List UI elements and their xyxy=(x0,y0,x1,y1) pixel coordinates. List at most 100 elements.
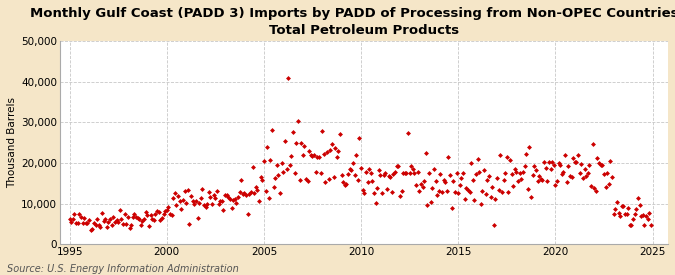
Point xyxy=(270,176,281,181)
Point xyxy=(260,189,271,193)
Point xyxy=(103,220,114,224)
Point xyxy=(72,220,83,225)
Point xyxy=(140,210,151,214)
Point xyxy=(231,200,242,205)
Point xyxy=(364,167,375,171)
Point xyxy=(620,212,630,216)
Point xyxy=(294,178,305,182)
Point xyxy=(171,203,182,207)
Point xyxy=(600,185,611,189)
Point xyxy=(209,193,219,197)
Point xyxy=(386,190,397,194)
Point xyxy=(467,177,478,182)
Point xyxy=(335,131,346,136)
Point xyxy=(474,170,485,175)
Point xyxy=(166,213,177,217)
Point xyxy=(615,214,626,218)
Point xyxy=(487,184,497,189)
Point xyxy=(173,194,184,198)
Point xyxy=(298,152,308,157)
Point xyxy=(542,179,553,183)
Point xyxy=(348,161,358,165)
Point xyxy=(485,195,496,199)
Point xyxy=(292,119,303,123)
Point xyxy=(126,222,136,227)
Point xyxy=(503,190,514,194)
Point xyxy=(464,190,475,194)
Point xyxy=(381,186,392,191)
Point xyxy=(100,217,111,222)
Point xyxy=(572,153,583,157)
Point xyxy=(613,211,624,215)
Point xyxy=(79,216,90,221)
Point xyxy=(435,172,446,177)
Point xyxy=(174,199,185,203)
Point xyxy=(610,207,621,211)
Point xyxy=(236,178,246,182)
Point xyxy=(203,190,214,195)
Point xyxy=(589,186,599,191)
Point xyxy=(114,208,125,212)
Point xyxy=(373,168,384,172)
Point xyxy=(352,177,363,182)
Point xyxy=(215,199,225,203)
Point xyxy=(587,142,598,146)
Point xyxy=(477,189,488,193)
Point xyxy=(416,182,427,186)
Point xyxy=(433,189,444,193)
Point xyxy=(132,216,143,220)
Point xyxy=(223,195,234,199)
Point xyxy=(446,206,457,210)
Point xyxy=(531,167,541,172)
Point xyxy=(98,219,109,223)
Point xyxy=(74,211,85,216)
Point xyxy=(265,158,276,163)
Point xyxy=(406,164,416,169)
Point xyxy=(548,163,559,167)
Point xyxy=(291,141,302,146)
Point xyxy=(111,218,122,222)
Point xyxy=(470,171,481,176)
Point xyxy=(443,155,454,159)
Point xyxy=(325,148,335,152)
Point xyxy=(458,171,468,176)
Point xyxy=(64,217,75,222)
Point xyxy=(481,192,491,196)
Point xyxy=(456,175,467,180)
Point xyxy=(502,155,512,159)
Point xyxy=(583,170,593,175)
Point xyxy=(378,173,389,178)
Point xyxy=(247,164,258,169)
Point xyxy=(279,139,290,143)
Point xyxy=(518,170,529,175)
Point xyxy=(580,174,591,178)
Point xyxy=(82,221,93,225)
Point xyxy=(109,220,120,224)
Point xyxy=(556,171,567,176)
Point xyxy=(195,196,206,200)
Point xyxy=(514,171,525,175)
Point xyxy=(400,171,410,175)
Point xyxy=(356,166,367,170)
Point xyxy=(314,154,325,159)
Point xyxy=(169,191,180,196)
Point xyxy=(66,220,77,225)
Point xyxy=(388,172,399,176)
Point xyxy=(312,155,323,160)
Point xyxy=(71,221,82,225)
Point xyxy=(508,184,518,188)
Point xyxy=(529,164,540,168)
Point xyxy=(207,202,217,206)
Point xyxy=(92,216,103,221)
Point xyxy=(87,227,98,231)
Point xyxy=(394,194,405,198)
Point xyxy=(155,218,165,222)
Point xyxy=(267,128,277,132)
Point xyxy=(349,173,360,177)
Point xyxy=(519,163,530,168)
Point xyxy=(558,169,569,174)
Point xyxy=(85,228,96,232)
Point xyxy=(543,159,554,164)
Point xyxy=(129,212,140,216)
Point xyxy=(551,179,562,183)
